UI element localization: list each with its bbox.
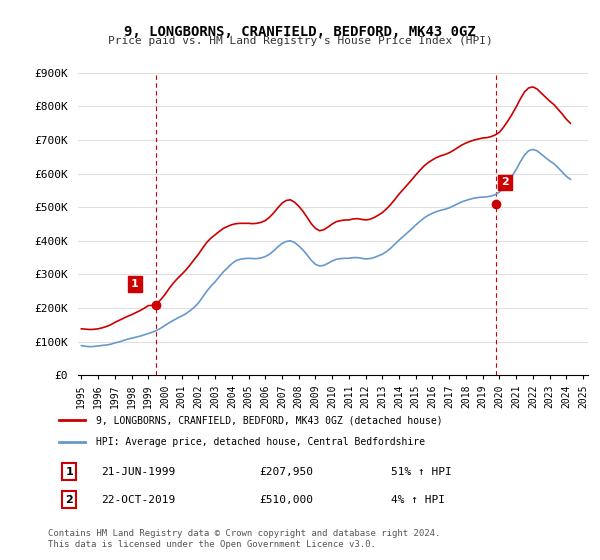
Text: Price paid vs. HM Land Registry's House Price Index (HPI): Price paid vs. HM Land Registry's House … [107, 36, 493, 46]
Text: 21-JUN-1999: 21-JUN-1999 [101, 466, 175, 477]
Text: 4% ↑ HPI: 4% ↑ HPI [391, 494, 445, 505]
Text: 51% ↑ HPI: 51% ↑ HPI [391, 466, 452, 477]
Text: £207,950: £207,950 [259, 466, 313, 477]
Text: 9, LONGBORNS, CRANFIELD, BEDFORD, MK43 0GZ (detached house): 9, LONGBORNS, CRANFIELD, BEDFORD, MK43 0… [95, 415, 442, 425]
Text: Contains HM Land Registry data © Crown copyright and database right 2024.
This d: Contains HM Land Registry data © Crown c… [48, 529, 440, 549]
Text: 1: 1 [65, 466, 73, 477]
Text: £510,000: £510,000 [259, 494, 313, 505]
Text: 1: 1 [131, 279, 139, 289]
Text: 9, LONGBORNS, CRANFIELD, BEDFORD, MK43 0GZ: 9, LONGBORNS, CRANFIELD, BEDFORD, MK43 0… [124, 25, 476, 39]
Text: 2: 2 [65, 494, 73, 505]
Text: 2: 2 [501, 178, 509, 188]
Text: 22-OCT-2019: 22-OCT-2019 [101, 494, 175, 505]
Text: HPI: Average price, detached house, Central Bedfordshire: HPI: Average price, detached house, Cent… [95, 437, 425, 447]
